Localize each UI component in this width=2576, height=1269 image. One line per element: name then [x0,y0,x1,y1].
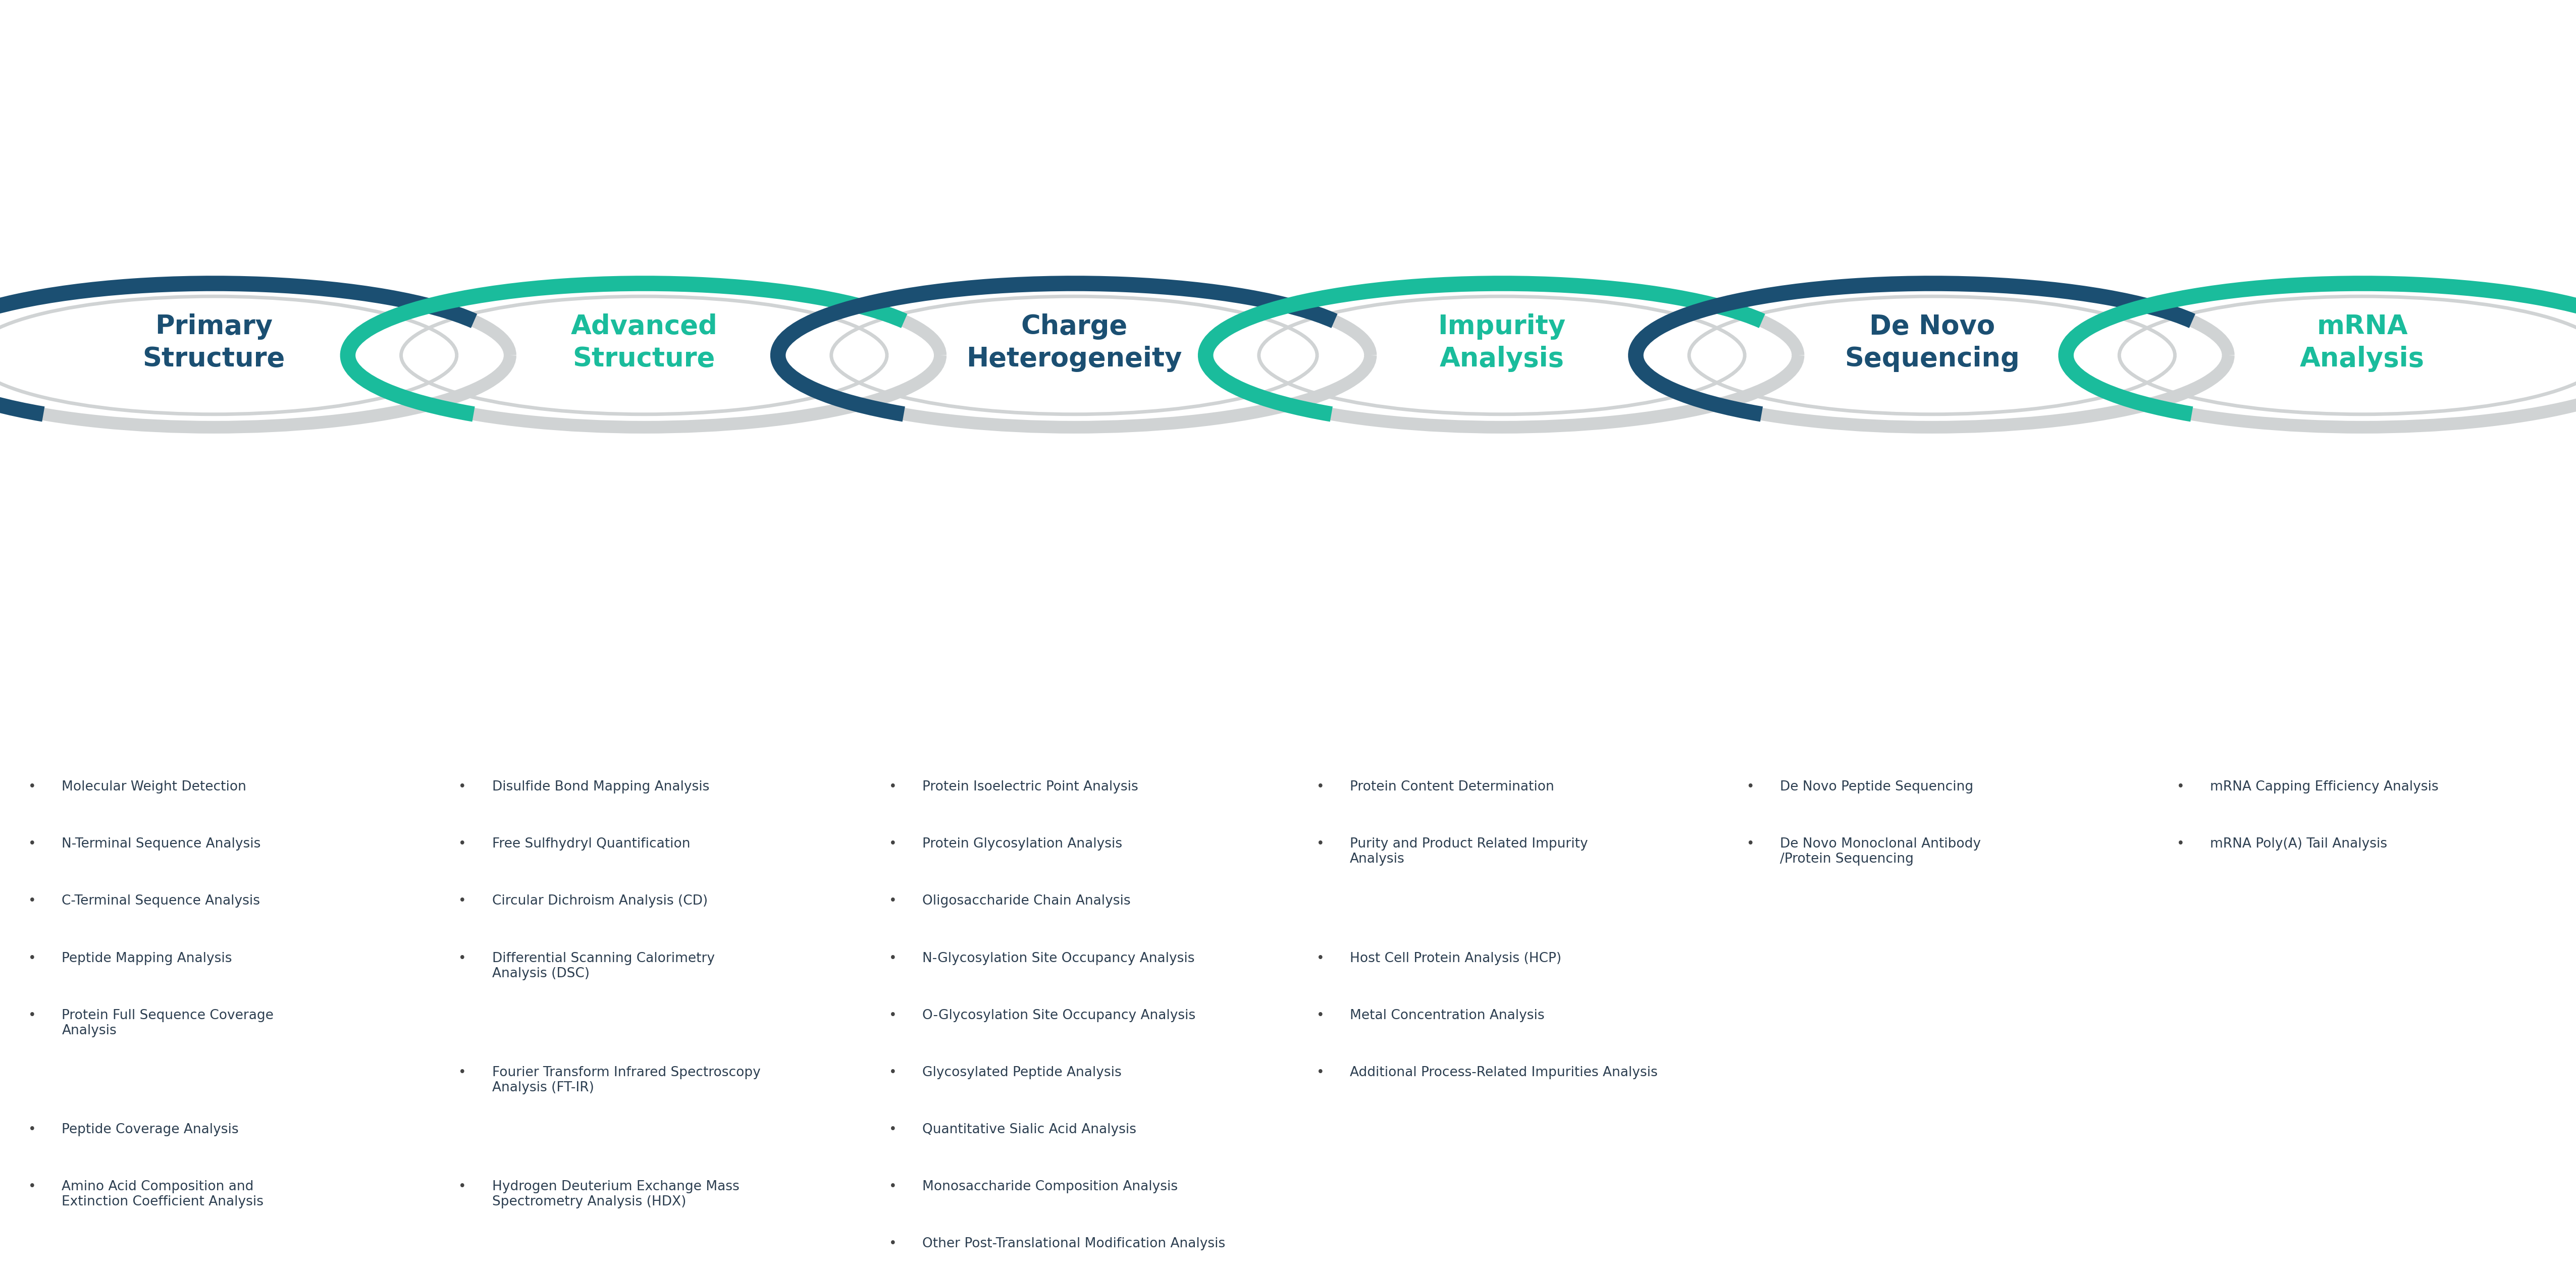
Text: Charge
Heterogeneity: Charge Heterogeneity [966,313,1182,372]
Text: Protein Isoelectric Point Analysis: Protein Isoelectric Point Analysis [922,780,1139,793]
Text: Primary
Structure: Primary Structure [142,313,286,372]
Text: •: • [459,780,466,793]
Text: •: • [1316,1009,1324,1022]
Text: Amino Acid Composition and
Extinction Coefficient Analysis: Amino Acid Composition and Extinction Co… [62,1180,263,1208]
Text: Purity and Product Related Impurity
Analysis: Purity and Product Related Impurity Anal… [1350,838,1587,865]
Text: •: • [889,1237,896,1250]
Text: •: • [1747,780,1754,793]
Text: •: • [459,1066,466,1079]
Text: •: • [28,1009,36,1022]
Text: •: • [459,838,466,850]
Text: Glycosylated Peptide Analysis: Glycosylated Peptide Analysis [922,1066,1121,1079]
Text: Differential Scanning Calorimetry
Analysis (DSC): Differential Scanning Calorimetry Analys… [492,952,714,980]
Text: Impurity
Analysis: Impurity Analysis [1437,313,1566,372]
Text: Hydrogen Deuterium Exchange Mass
Spectrometry Analysis (HDX): Hydrogen Deuterium Exchange Mass Spectro… [492,1180,739,1208]
Text: •: • [889,952,896,964]
Text: Advanced
Structure: Advanced Structure [572,313,716,372]
Text: •: • [28,1123,36,1136]
Text: Peptide Coverage Analysis: Peptide Coverage Analysis [62,1123,240,1136]
Text: Protein Glycosylation Analysis: Protein Glycosylation Analysis [922,838,1123,850]
Text: Additional Process-Related Impurities Analysis: Additional Process-Related Impurities An… [1350,1066,1656,1079]
Text: •: • [889,895,896,907]
Text: Other Post-Translational Modification Analysis: Other Post-Translational Modification An… [922,1237,1226,1250]
Text: Protein Full Sequence Coverage
Analysis: Protein Full Sequence Coverage Analysis [62,1009,273,1037]
Text: Metal Concentration Analysis: Metal Concentration Analysis [1350,1009,1546,1022]
Text: mRNA Capping Efficiency Analysis: mRNA Capping Efficiency Analysis [2210,780,2439,793]
Text: Free Sulfhydryl Quantification: Free Sulfhydryl Quantification [492,838,690,850]
Text: N-Terminal Sequence Analysis: N-Terminal Sequence Analysis [62,838,260,850]
Text: •: • [459,1180,466,1193]
Text: Oligosaccharide Chain Analysis: Oligosaccharide Chain Analysis [922,895,1131,907]
Text: •: • [1316,1066,1324,1079]
Text: •: • [459,895,466,907]
Text: Peptide Mapping Analysis: Peptide Mapping Analysis [62,952,232,964]
Text: O-Glycosylation Site Occupancy Analysis: O-Glycosylation Site Occupancy Analysis [922,1009,1195,1022]
Text: •: • [459,952,466,964]
Text: •: • [889,1180,896,1193]
Text: •: • [1316,952,1324,964]
Text: •: • [889,1009,896,1022]
Text: Circular Dichroism Analysis (CD): Circular Dichroism Analysis (CD) [492,895,708,907]
Text: N-Glycosylation Site Occupancy Analysis: N-Glycosylation Site Occupancy Analysis [922,952,1195,964]
Text: •: • [1316,838,1324,850]
Text: •: • [889,1123,896,1136]
Text: De Novo
Sequencing: De Novo Sequencing [1844,313,2020,372]
Text: mRNA Poly(A) Tail Analysis: mRNA Poly(A) Tail Analysis [2210,838,2388,850]
Text: De Novo Monoclonal Antibody
/Protein Sequencing: De Novo Monoclonal Antibody /Protein Seq… [1780,838,1981,865]
Text: Fourier Transform Infrared Spectroscopy
Analysis (FT-IR): Fourier Transform Infrared Spectroscopy … [492,1066,760,1094]
Text: Disulfide Bond Mapping Analysis: Disulfide Bond Mapping Analysis [492,780,708,793]
Text: •: • [889,838,896,850]
Text: •: • [2177,838,2184,850]
Text: Protein Content Determination: Protein Content Determination [1350,780,1553,793]
Text: •: • [28,780,36,793]
Text: Molecular Weight Detection: Molecular Weight Detection [62,780,247,793]
Text: •: • [2177,780,2184,793]
Text: Monosaccharide Composition Analysis: Monosaccharide Composition Analysis [922,1180,1177,1193]
Text: •: • [28,952,36,964]
Text: Quantitative Sialic Acid Analysis: Quantitative Sialic Acid Analysis [922,1123,1136,1136]
Text: Host Cell Protein Analysis (HCP): Host Cell Protein Analysis (HCP) [1350,952,1561,964]
Text: •: • [889,780,896,793]
Text: •: • [28,895,36,907]
Text: •: • [28,1180,36,1193]
Text: C-Terminal Sequence Analysis: C-Terminal Sequence Analysis [62,895,260,907]
Text: De Novo Peptide Sequencing: De Novo Peptide Sequencing [1780,780,1973,793]
Text: mRNA
Analysis: mRNA Analysis [2300,313,2424,372]
Text: •: • [28,838,36,850]
Text: •: • [1316,780,1324,793]
Text: •: • [1747,838,1754,850]
Text: •: • [889,1066,896,1079]
